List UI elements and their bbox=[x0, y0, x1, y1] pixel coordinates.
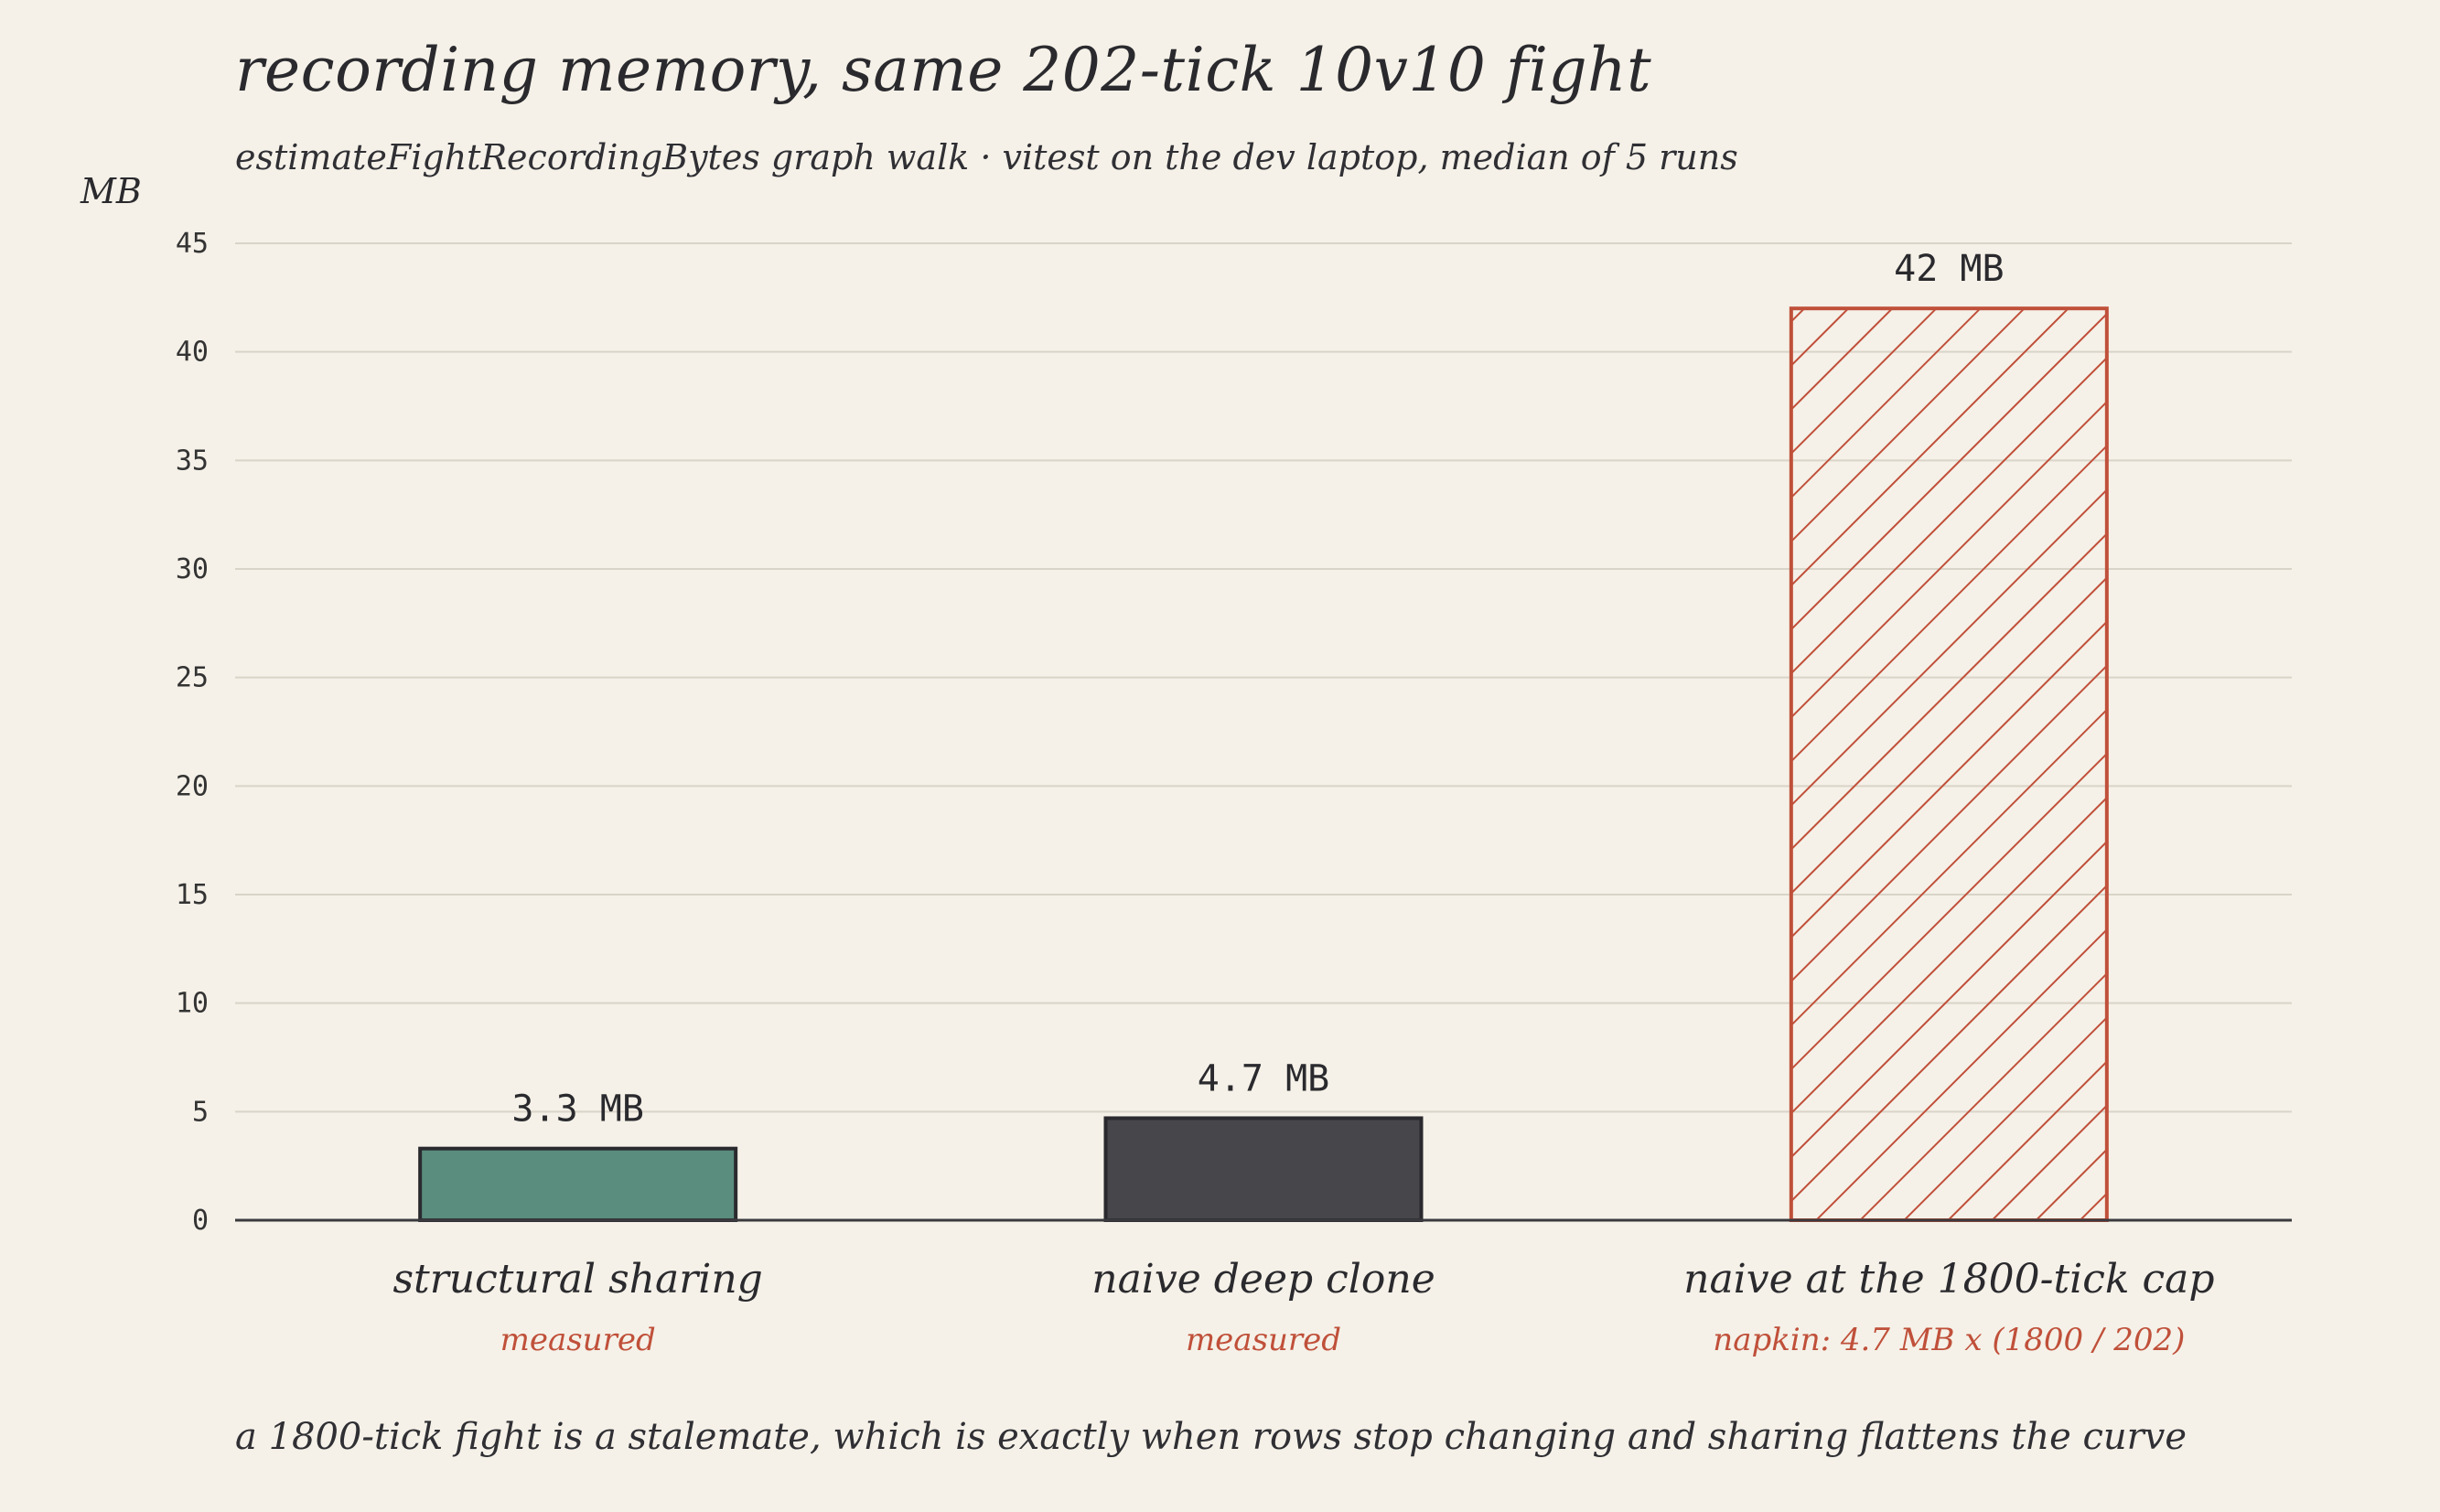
chart-title: recording memory, same 202-tick 10v10 fi… bbox=[235, 35, 1652, 105]
bar-labels: 3.3 MB structural sharing measured 4.7 MB na… bbox=[392, 248, 2214, 1358]
chart-footnote: a 1800-tick fight is a stalemate, which … bbox=[235, 1416, 2187, 1458]
y-tick-label: 45 bbox=[176, 228, 209, 260]
y-tick-label: 25 bbox=[176, 662, 209, 694]
y-tick-label: 10 bbox=[176, 988, 209, 1020]
bar-value-label: 4.7 MB bbox=[1198, 1057, 1330, 1099]
bar-value-label: 3.3 MB bbox=[511, 1088, 644, 1131]
y-tick-labels: 0 5 10 15 20 25 30 35 40 45 bbox=[176, 228, 209, 1237]
bar-note: measured bbox=[1186, 1322, 1341, 1358]
bar-value-label: 42 MB bbox=[1894, 248, 2004, 290]
bar bbox=[1103, 1116, 1424, 1223]
y-tick-label: 5 bbox=[192, 1096, 209, 1128]
y-tick-label: 0 bbox=[192, 1205, 209, 1237]
y-tick-label: 35 bbox=[176, 445, 209, 477]
bar-note: measured bbox=[500, 1322, 656, 1358]
y-tick-label: 40 bbox=[176, 337, 209, 369]
y-tick-label: 20 bbox=[176, 770, 209, 802]
x-category-label: structural sharing bbox=[392, 1256, 762, 1303]
bar bbox=[418, 1146, 738, 1223]
bar-note: napkin: 4.7 MB x (1800 / 202) bbox=[1713, 1322, 2185, 1358]
bars bbox=[418, 306, 2109, 1223]
y-tick-label: 15 bbox=[176, 879, 209, 911]
y-axis-label: MB bbox=[80, 171, 142, 211]
bar bbox=[1789, 306, 2109, 1222]
chart-subtitle: estimateFightRecordingBytes graph walk ·… bbox=[235, 137, 1738, 177]
x-category-label: naive deep clone bbox=[1091, 1256, 1435, 1303]
x-category-label: naive at the 1800-tick cap bbox=[1683, 1256, 2214, 1303]
y-tick-label: 30 bbox=[176, 553, 209, 585]
